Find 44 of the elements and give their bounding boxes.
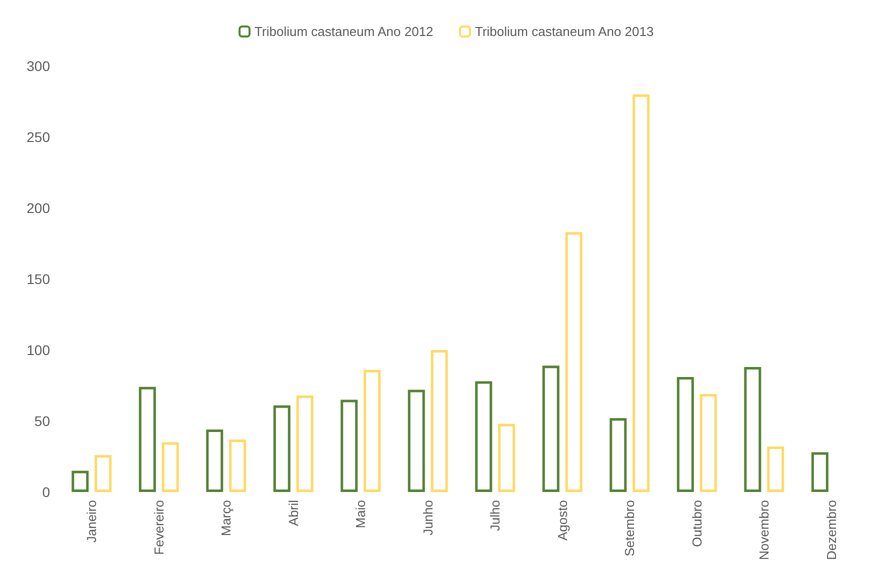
bar [138,386,156,492]
bar [610,418,627,492]
bar [811,452,828,492]
x-tick-label: Janeiro [84,500,100,543]
x-tick-label: Julho [488,500,503,532]
bar [475,381,492,492]
bar [676,376,694,492]
y-tick-label: 200 [26,200,50,216]
y-tick-label: 50 [34,413,50,429]
bar [72,470,89,492]
legend-label: Tribolium castaneum Ano 2012 [254,24,434,39]
bar [430,350,448,492]
y-tick-label: 0 [42,484,50,500]
bar [744,367,762,492]
bar [542,366,560,492]
y-tick-label: 250 [26,129,50,145]
x-tick-label: Maio [353,500,368,528]
x-tick-label: Agosto [554,500,570,540]
bar [162,442,179,492]
bar [340,400,358,492]
bar [632,94,650,492]
x-tick-label: Abril [286,500,301,526]
bar [273,405,290,492]
x-tick-label: Setembro [622,500,638,556]
bar [296,395,314,492]
y-tick-label: 150 [26,271,50,287]
x-tick-label: Novembro [756,500,772,560]
y-tick-label: 300 [26,58,50,74]
bar [498,424,516,492]
bar [364,370,381,492]
legend-label: Tribolium castaneum Ano 2013 [475,24,654,39]
bar [408,390,425,492]
bar [700,394,717,492]
bar [94,455,112,492]
bar [767,446,784,492]
x-tick-label: Junho [420,500,436,536]
y-tick-label: 100 [26,342,50,358]
bar [206,430,224,492]
x-tick-label: Março [218,500,234,536]
x-tick-label: Fevereiro [151,500,166,555]
x-tick-label: Dezembro [824,500,839,560]
bar [565,232,582,492]
x-tick-label: Outubro [689,500,704,547]
bar [229,439,246,492]
